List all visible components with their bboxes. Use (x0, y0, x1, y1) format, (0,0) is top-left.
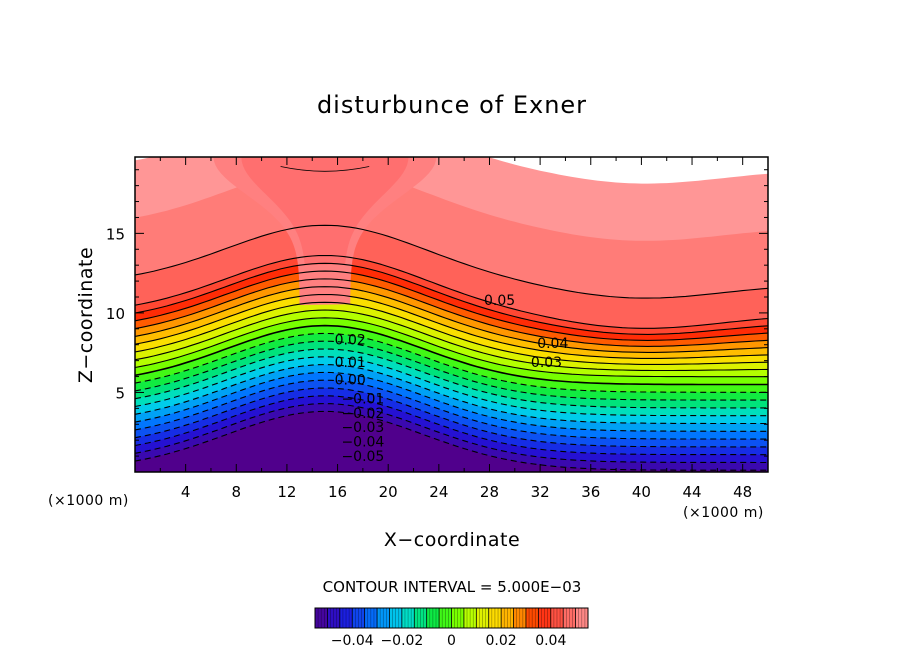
x-tick-label: 28 (480, 483, 499, 501)
contour-line (135, 324, 768, 386)
colorbar-cell (463, 608, 477, 628)
contour-line (135, 403, 768, 464)
colorbar-cell (501, 608, 514, 628)
contour-line (135, 224, 768, 299)
x-axis-label: X−coordinate (384, 529, 520, 551)
contour-line (135, 270, 768, 341)
contour-label: −0.02 (341, 406, 384, 422)
colorbar-cell (538, 608, 552, 628)
colorbar-cell (563, 608, 576, 628)
x-tick-label: 8 (232, 483, 242, 501)
x-tick-label: 12 (277, 483, 296, 501)
colorbar-cell (339, 608, 353, 628)
contour-label: 0.01 (335, 355, 366, 371)
x-unit-left: (×1000 m) (48, 493, 129, 509)
x-tick-label: 40 (632, 483, 651, 501)
contour-line (135, 348, 768, 409)
y-tick-label: 15 (106, 225, 125, 243)
contour-label: −0.04 (341, 435, 384, 451)
colorbar-cell (414, 608, 428, 628)
colorbar-cell (364, 608, 378, 628)
x-tick-label: 16 (328, 483, 347, 501)
colorbar-cell (525, 608, 539, 628)
contour-line (135, 387, 768, 448)
colorbar-cell (513, 608, 527, 628)
colorbar-cell (389, 608, 403, 628)
contour-line (135, 364, 768, 425)
colorbar-cell (315, 608, 328, 628)
colorbar-tick-label: 0.02 (486, 633, 517, 649)
contour-label-layer: 0.050.040.030.020.010.00−0.01−0.02−0.03−… (335, 293, 569, 465)
x-tick-label: 24 (429, 483, 448, 501)
colorbar-frame (314, 607, 589, 629)
y-tick-label: 5 (115, 384, 125, 402)
colorbar-cell (488, 608, 502, 628)
colorbar-cell (476, 608, 490, 628)
colorbar-cell (426, 608, 440, 628)
x-tick-label: 4 (181, 483, 191, 501)
colorbar-cell (550, 608, 564, 628)
contour-line (135, 293, 768, 359)
colorbar-tick-label: −0.02 (380, 633, 423, 649)
colorbar-tick-label: −0.04 (331, 633, 374, 649)
contour-line (135, 379, 768, 440)
plot-area: 0.050.040.030.020.010.00−0.01−0.02−0.03−… (106, 156, 769, 501)
x-tick-label: 44 (682, 483, 701, 501)
contour-label: 0.05 (484, 293, 515, 309)
contour-line (135, 309, 768, 372)
colorbar-cells (314, 608, 589, 628)
plot-frame (134, 156, 769, 473)
colorbar-tick-labels: −0.04 −0.02 0 0.02 0.04 (331, 633, 567, 649)
contour-line (135, 262, 768, 335)
contour-line (135, 332, 768, 393)
contour-line (135, 317, 768, 378)
colorbar-cell (352, 608, 366, 628)
contour-line (135, 340, 768, 401)
contour-line (135, 410, 768, 471)
colorbar: −0.04 −0.02 0 0.02 0.04 (314, 607, 589, 649)
contour-line (135, 356, 768, 417)
contour-fill-layer (135, 157, 768, 472)
contour-label: −0.05 (341, 449, 384, 465)
x-tick-label: 20 (379, 483, 398, 501)
colorbar-cell (377, 608, 390, 628)
upper-anomaly-core (241, 157, 409, 266)
contour-label: −0.03 (341, 420, 384, 436)
contour-label: 0.00 (335, 373, 366, 389)
contour-label: 0.04 (537, 336, 568, 352)
x-tick-label: 32 (531, 483, 550, 501)
contour-line (135, 301, 768, 365)
contour-label: −0.01 (341, 392, 384, 408)
contour-line (135, 254, 768, 329)
contour-band (135, 411, 768, 472)
contour-line (135, 286, 768, 353)
colorbar-cell (575, 608, 589, 628)
colorbar-tick-label: 0 (447, 633, 456, 649)
y-axis-label: Z−coordinate (75, 247, 97, 383)
contour-line (135, 278, 768, 347)
contour-interval-text: CONTOUR INTERVAL = 5.000E−03 (323, 578, 582, 596)
contour-line (280, 166, 370, 172)
colorbar-cell (327, 608, 341, 628)
x-tick-label: 36 (581, 483, 600, 501)
contour-line (135, 395, 768, 456)
chart-title: disturbunce of Exner (317, 91, 587, 119)
colorbar-tick-label: 0.04 (535, 633, 566, 649)
x-unit-right: (×1000 m) (683, 505, 764, 521)
contour-line (135, 371, 768, 432)
colorbar-cell (451, 608, 465, 628)
contour-line-layer (135, 166, 768, 471)
colorbar-cell (439, 608, 452, 628)
x-tick-label: 48 (733, 483, 752, 501)
colorbar-cell (401, 608, 415, 628)
y-tick-label: 10 (106, 305, 125, 323)
contour-label: 0.02 (335, 333, 366, 349)
contour-label: 0.03 (531, 355, 562, 371)
